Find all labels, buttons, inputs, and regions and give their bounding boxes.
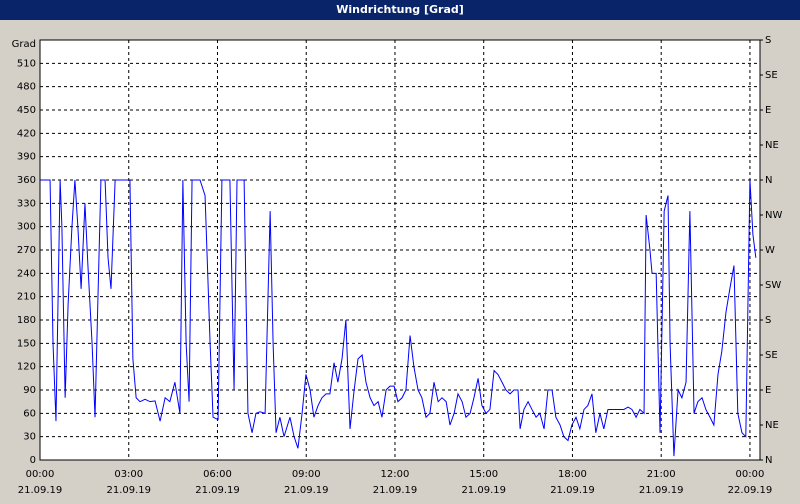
y2-tick-label: SE: [765, 70, 778, 81]
x-tick-date: 21.09.19: [461, 485, 506, 496]
title-bar: [0, 0, 800, 20]
y-tick-label: 120: [17, 362, 36, 373]
y2-tick-label: E: [765, 105, 771, 116]
plot-border: [39, 39, 761, 461]
x-tick-label: 09:00: [292, 469, 321, 480]
y-tick-label: 420: [17, 128, 36, 139]
y2-tick-label: NE: [765, 140, 779, 151]
x-tick-label: 15:00: [469, 469, 498, 480]
y2-tick-label: N: [765, 455, 772, 466]
x-tick-label: 12:00: [381, 469, 410, 480]
chart-title: Windrichtung [Grad]: [336, 3, 464, 16]
x-tick-label: 18:00: [558, 469, 587, 480]
y-tick-label: 60: [23, 408, 36, 419]
y2-tick-label: N: [765, 175, 772, 186]
y2-tick-label: S: [765, 35, 771, 46]
data-line: [40, 179, 757, 457]
y-tick-label: 150: [17, 338, 36, 349]
x-tick-date: 21.09.19: [284, 485, 329, 496]
y-tick-label: 270: [17, 245, 36, 256]
x-tick-date: 21.09.19: [195, 485, 240, 496]
y2-tick-label: SW: [765, 280, 781, 291]
y-tick-label: 0: [30, 455, 36, 466]
y2-tick-label: W: [765, 245, 775, 256]
y-tick-label: 390: [17, 152, 36, 163]
y-tick-label: 330: [17, 198, 36, 209]
y2-tick-label: NW: [765, 210, 782, 221]
x-tick-date: 21.09.19: [639, 485, 684, 496]
y-tick-label: 30: [23, 432, 36, 443]
y-tick-label: 240: [17, 268, 36, 279]
x-tick-label: 03:00: [114, 469, 143, 480]
x-tick-label: 21:00: [647, 469, 676, 480]
y-tick-label: 210: [17, 292, 36, 303]
y-tick-label: 180: [17, 315, 36, 326]
x-tick-date: 22.09.19: [728, 485, 773, 496]
y2-tick-label: NE: [765, 420, 779, 431]
x-tick-date: 21.09.19: [550, 485, 595, 496]
y2-tick-label: E: [765, 385, 771, 396]
y-tick-label: 300: [17, 222, 36, 233]
y-axis-label: Grad: [12, 39, 36, 50]
x-tick-label: 00:00: [736, 469, 765, 480]
x-tick-date: 21.09.19: [373, 485, 418, 496]
y-tick-label: 480: [17, 82, 36, 93]
x-tick-label: 00:00: [26, 469, 55, 480]
y-tick-label: 360: [17, 175, 36, 186]
y2-tick-label: S: [765, 315, 771, 326]
y2-tick-label: SE: [765, 350, 778, 361]
y-tick-label: 510: [17, 58, 36, 69]
x-tick-label: 06:00: [203, 469, 232, 480]
y-tick-label: 450: [17, 105, 36, 116]
x-tick-date: 21.09.19: [106, 485, 151, 496]
y-tick-label: 90: [23, 385, 36, 396]
x-tick-date: 21.09.19: [18, 485, 63, 496]
